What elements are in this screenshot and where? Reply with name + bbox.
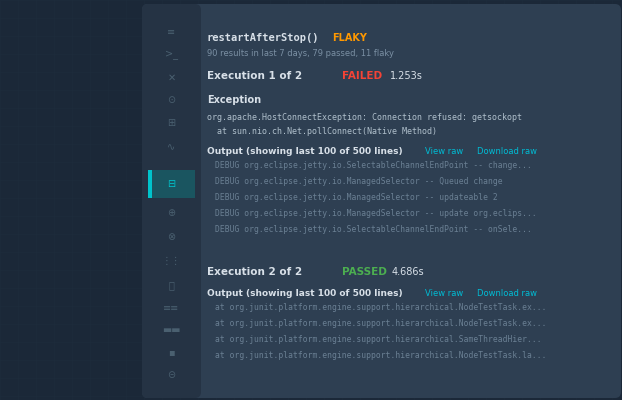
FancyBboxPatch shape	[142, 4, 621, 398]
Text: >_: >_	[165, 50, 178, 60]
Text: ▪: ▪	[168, 347, 175, 357]
Text: DEBUG org.eclipse.jetty.io.ManagedSelector -- update org.eclips...: DEBUG org.eclipse.jetty.io.ManagedSelect…	[215, 208, 537, 218]
Text: at sun.nio.ch.Net.pollConnect(Native Method): at sun.nio.ch.Net.pollConnect(Native Met…	[217, 128, 437, 136]
Text: Output (showing last 100 of 500 lines): Output (showing last 100 of 500 lines)	[207, 288, 402, 298]
Text: DEBUG org.eclipse.jetty.io.ManagedSelector -- updateable 2: DEBUG org.eclipse.jetty.io.ManagedSelect…	[215, 192, 498, 202]
Text: ≡≡: ≡≡	[164, 303, 180, 313]
Text: PASSED: PASSED	[342, 267, 387, 277]
Text: restartAfterStop(): restartAfterStop()	[207, 33, 320, 43]
Text: at org.junit.platform.engine.support.hierarchical.SameThreadHier...: at org.junit.platform.engine.support.hie…	[215, 336, 542, 344]
Text: DEBUG org.eclipse.jetty.io.SelectableChannelEndPoint -- change...: DEBUG org.eclipse.jetty.io.SelectableCha…	[215, 160, 532, 170]
Text: at org.junit.platform.engine.support.hierarchical.NodeTestTask.la...: at org.junit.platform.engine.support.hie…	[215, 352, 547, 360]
Text: Exception: Exception	[207, 95, 261, 105]
Text: Output (showing last 100 of 500 lines): Output (showing last 100 of 500 lines)	[207, 146, 402, 156]
Text: ⋮⋮: ⋮⋮	[162, 256, 181, 266]
Text: 90 results in last 7 days, 79 passed, 11 flaky: 90 results in last 7 days, 79 passed, 11…	[207, 48, 394, 58]
Text: View raw: View raw	[425, 288, 463, 298]
Text: ⊟: ⊟	[167, 179, 175, 189]
Bar	[148, 170, 152, 198]
Text: ⬛: ⬛	[169, 280, 174, 290]
Text: org.apache.HostConnectException: Connection refused: getsockopt: org.apache.HostConnectException: Connect…	[207, 114, 522, 122]
Text: 4.686s: 4.686s	[392, 267, 425, 277]
Text: ▬▬: ▬▬	[162, 325, 181, 335]
Text: ⊕: ⊕	[167, 208, 175, 218]
Text: Execution 1 of 2: Execution 1 of 2	[207, 71, 302, 81]
Text: Download raw: Download raw	[477, 146, 537, 156]
Text: FLAKY: FLAKY	[332, 33, 367, 43]
Text: at org.junit.platform.engine.support.hierarchical.NodeTestTask.ex...: at org.junit.platform.engine.support.hie…	[215, 304, 547, 312]
Text: ⊞: ⊞	[167, 118, 175, 128]
Text: DEBUG org.eclipse.jetty.io.ManagedSelector -- Queued change: DEBUG org.eclipse.jetty.io.ManagedSelect…	[215, 176, 503, 186]
Text: Execution 2 of 2: Execution 2 of 2	[207, 267, 302, 277]
FancyBboxPatch shape	[142, 4, 201, 398]
Text: ⊙: ⊙	[167, 95, 175, 105]
Text: DEBUG org.eclipse.jetty.io.SelectableChannelEndPoint -- onSele...: DEBUG org.eclipse.jetty.io.SelectableCha…	[215, 224, 532, 234]
Text: View raw: View raw	[425, 146, 463, 156]
Bar	[148, 16, 189, 386]
Text: ∿: ∿	[167, 142, 175, 152]
Bar	[152, 170, 195, 198]
Text: 1.253s: 1.253s	[390, 71, 423, 81]
Text: at org.junit.platform.engine.support.hierarchical.NodeTestTask.ex...: at org.junit.platform.engine.support.hie…	[215, 320, 547, 328]
Text: FAILED: FAILED	[342, 71, 382, 81]
Text: Download raw: Download raw	[477, 288, 537, 298]
Text: ✕: ✕	[167, 73, 175, 83]
Text: ⊗: ⊗	[167, 232, 175, 242]
Text: ⊝: ⊝	[167, 370, 175, 380]
Text: ≡: ≡	[167, 27, 175, 37]
